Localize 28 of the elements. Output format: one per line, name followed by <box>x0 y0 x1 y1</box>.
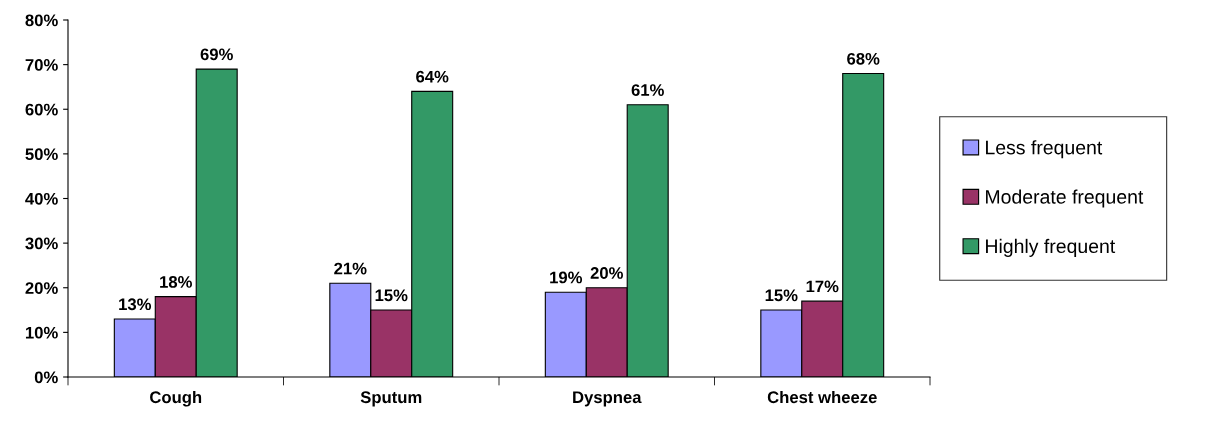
data-label: 18% <box>160 276 192 288</box>
data-label: 15% <box>765 289 798 302</box>
y-tick-label: 0% <box>34 371 58 384</box>
data-label: 15% <box>375 289 408 302</box>
y-tick-label: 60% <box>25 103 58 116</box>
data-label: 13% <box>119 298 152 311</box>
y-tick-label: 30% <box>25 237 58 250</box>
x-tick-label: Chest wheeze <box>767 390 877 404</box>
data-label: 69% <box>200 48 233 61</box>
legend-label: Moderate frequent <box>986 189 1144 208</box>
y-tick-label: 10% <box>25 326 58 339</box>
x-tick-label: Dyspnea <box>573 391 642 407</box>
x-tick-label: Sputum <box>360 391 422 407</box>
data-label: 20% <box>590 267 623 279</box>
data-label: 64% <box>416 70 449 83</box>
y-tick-label: 80% <box>25 14 58 27</box>
data-label: 61% <box>631 84 664 96</box>
y-tick-label: 70% <box>25 59 58 71</box>
data-label: 68% <box>847 52 880 65</box>
y-tick-label: 40% <box>25 192 58 205</box>
data-label: 19% <box>550 271 583 284</box>
data-label: 21% <box>334 262 367 275</box>
y-tick-label: 50% <box>25 148 58 161</box>
y-tick-label: 20% <box>25 282 58 294</box>
legend-label: Highly frequent <box>986 238 1116 257</box>
legend-label: Less frequent <box>986 140 1103 159</box>
x-tick-label: Cough <box>150 390 202 407</box>
data-label: 17% <box>806 280 839 293</box>
